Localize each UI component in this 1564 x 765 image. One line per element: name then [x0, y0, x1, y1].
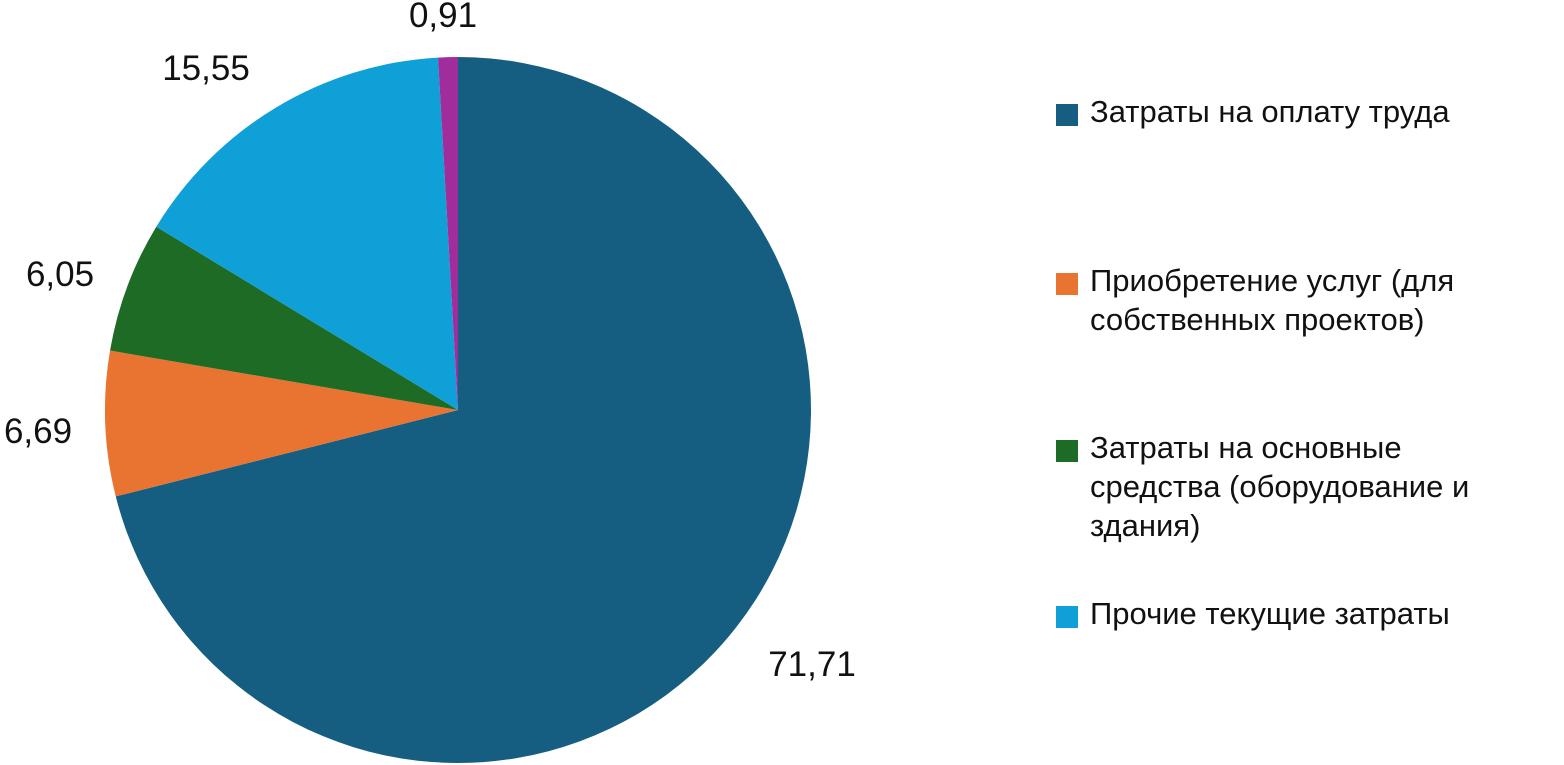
- legend-item-other-costs: Прочие текущие затраты: [1056, 594, 1561, 633]
- data-label-labor-costs: 71,71: [768, 645, 856, 684]
- legend-swatch-services: [1056, 273, 1078, 295]
- legend-swatch-fixed-assets: [1056, 440, 1078, 462]
- pie-slice-other-costs: [156, 57, 458, 411]
- pie-slices: [104, 57, 811, 763]
- pie-slice-labor-costs: [115, 57, 811, 763]
- legend-label-labor-costs: Затраты на оплату труда: [1090, 94, 1450, 129]
- data-label-other-costs: 15,55: [162, 49, 250, 88]
- pie-slice-services: [104, 350, 458, 497]
- pie-data-labels: 71,71 6,69 6,05 15,55 0,91: [4, 0, 856, 684]
- legend-label-other-costs: Прочие текущие затраты: [1090, 596, 1450, 631]
- legend-label-services: Приобретение услуг (для собственных прое…: [1090, 263, 1455, 337]
- legend-item-fixed-assets: Затраты на основные средства (оборудован…: [1056, 428, 1561, 545]
- legend-label-fixed-assets: Затраты на основные средства (оборудован…: [1090, 430, 1470, 543]
- legend-swatch-labor-costs: [1056, 104, 1078, 126]
- chart-legend: Затраты на оплату труда Приобретение усл…: [1056, 84, 1561, 664]
- pie-slice-fixed-assets: [110, 226, 458, 410]
- data-label-other: 0,91: [409, 0, 477, 35]
- legend-item-services: Приобретение услуг (для собственных прое…: [1056, 261, 1561, 339]
- legend-swatch-other-costs: [1056, 606, 1078, 628]
- legend-item-labor-costs: Затраты на оплату труда: [1056, 92, 1561, 131]
- pie-slice-other: [438, 57, 458, 410]
- data-label-services: 6,69: [4, 412, 72, 451]
- data-label-fixed-assets: 6,05: [26, 255, 94, 294]
